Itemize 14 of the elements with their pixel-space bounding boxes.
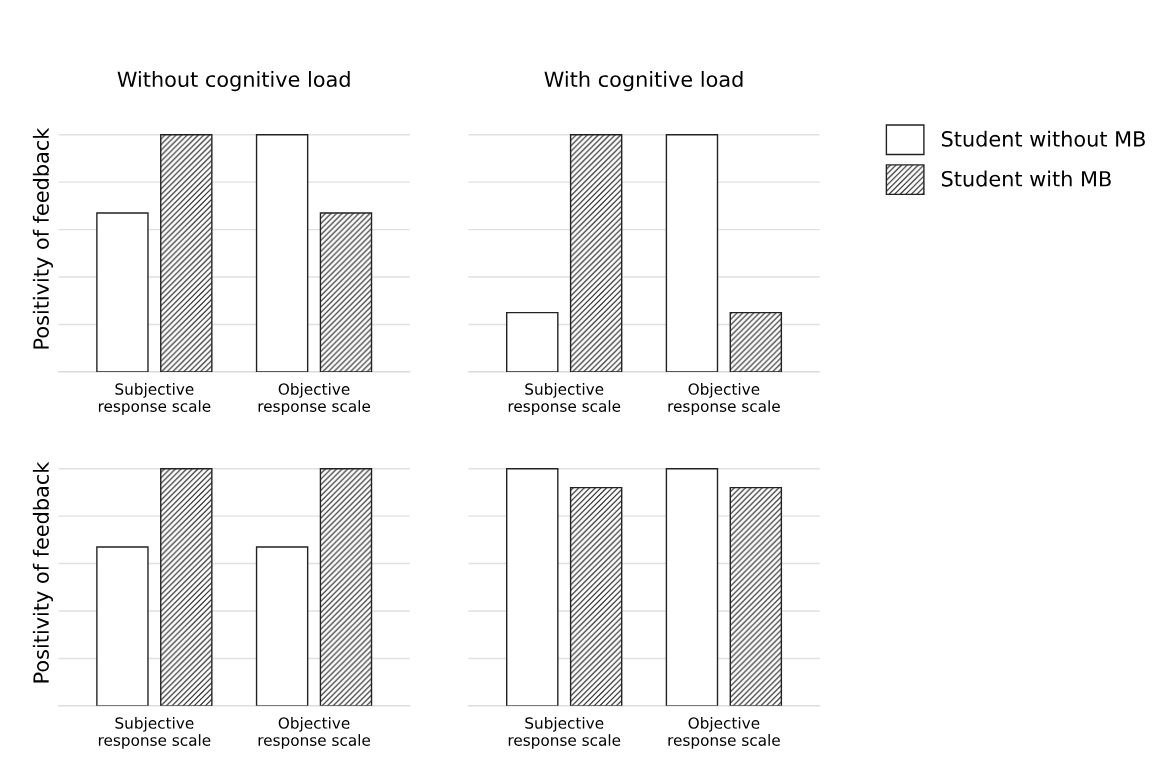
legend-label: Student with MB <box>941 170 1111 187</box>
y-axis-title: Positivity of feedback <box>32 127 53 349</box>
x-tick-label: Objective response scale <box>258 716 371 749</box>
x-tick-label: Objective response scale <box>668 716 780 749</box>
x-tick-label: Subjective response scale <box>508 383 621 415</box>
x-tick-label: Objective response scale <box>258 383 371 415</box>
x-tick-label: Subjective response scale <box>98 383 211 415</box>
y-axis-title: Positivity of feedback <box>32 461 53 683</box>
x-tick-label: Subjective response scale <box>98 716 211 749</box>
x-tick-label: Objective response scale <box>668 383 780 415</box>
chart-title: Without cognitive load <box>117 70 350 92</box>
chart-title: With cognitive load <box>544 70 743 92</box>
x-tick-label: Subjective response scale <box>508 716 621 749</box>
legend-label: Student without MB <box>941 130 1145 147</box>
